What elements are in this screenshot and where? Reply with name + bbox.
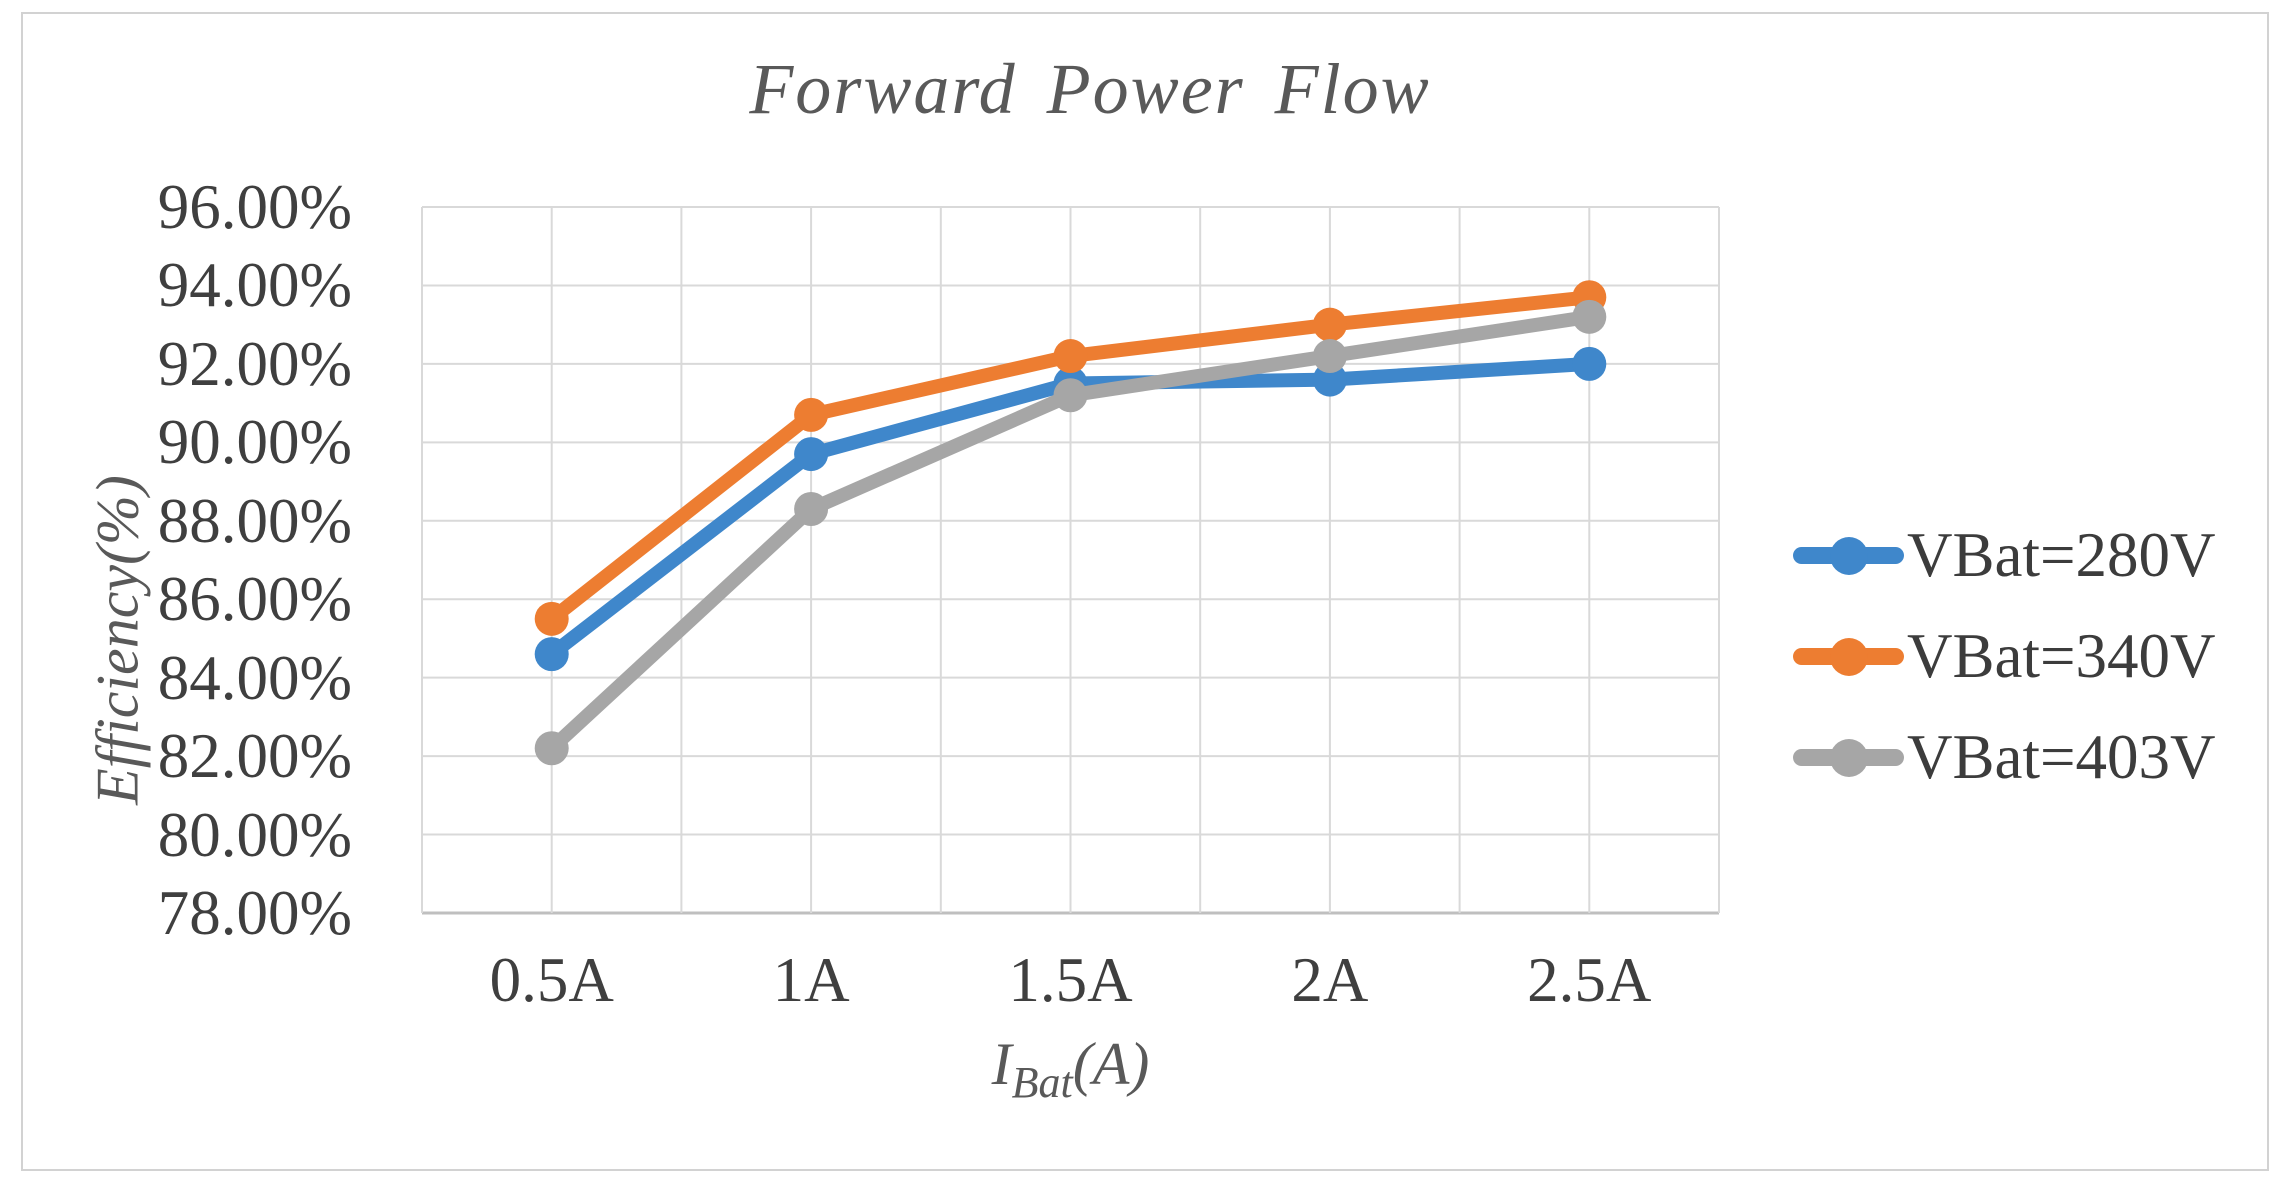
series-0-data-point-4[interactable] [1572, 346, 1607, 381]
legend-line-marker-icon [1793, 536, 1904, 575]
legend-label: VBat=403V [1907, 722, 2216, 792]
legend-line-marker-icon [1793, 637, 1904, 676]
legend-label: VBat=340V [1907, 621, 2216, 691]
legend-dot-marker-icon [1829, 738, 1868, 777]
legend-dot-marker-icon [1829, 536, 1868, 575]
y-tick-label: 88.00% [157, 485, 352, 556]
y-tick-label: 78.00% [157, 878, 352, 948]
series-2-data-point-2[interactable] [1053, 378, 1088, 413]
x-tick-label: 0.5A [489, 945, 614, 1015]
x-tick-label: 2A [1291, 945, 1369, 1015]
y-tick-label: 84.00% [157, 642, 352, 713]
y-tick-label: 96.00% [157, 172, 352, 242]
legend-entry-0[interactable]: VBat=280V [1793, 505, 2216, 606]
legend-entry-1[interactable]: VBat=340V [1793, 606, 2216, 707]
legend-dot-marker-icon [1829, 637, 1868, 676]
y-tick-label: 86.00% [157, 564, 352, 635]
x-axis-title: IBat(A) [0, 1030, 2141, 1105]
x-axis-title-base: I [991, 1031, 1012, 1097]
series-2-data-point-3[interactable] [1312, 339, 1347, 374]
legend-entry-2[interactable]: VBat=403V [1793, 707, 2216, 808]
y-tick-label: 80.00% [157, 799, 352, 870]
y-tick-label: 92.00% [157, 328, 352, 399]
legend-label: VBat=280V [1907, 520, 2216, 590]
y-tick-label: 82.00% [157, 721, 352, 792]
series-2-data-point-4[interactable] [1572, 299, 1607, 334]
series-0-data-point-3[interactable] [1312, 362, 1347, 397]
figure-border [21, 12, 2269, 1171]
y-tick-label: 94.00% [157, 250, 352, 321]
x-axis-title-unit: (A) [1072, 1031, 1150, 1097]
x-tick-label: 2.5A [1527, 945, 1652, 1015]
x-tick-label: 1A [772, 945, 850, 1015]
series-1-data-point-1[interactable] [794, 397, 829, 432]
series-1-data-point-0[interactable] [534, 601, 569, 636]
series-0-data-point-1[interactable] [794, 437, 829, 472]
series-1-data-point-2[interactable] [1053, 339, 1088, 374]
y-tick-label: 90.00% [157, 407, 352, 478]
x-axis-title-subscript: Bat [1011, 1058, 1073, 1107]
chart-title: Forward Power Flow [749, 49, 1431, 129]
x-tick-label: 1.5A [1008, 945, 1133, 1015]
series-0-data-point-0[interactable] [534, 637, 569, 672]
series-2-data-point-0[interactable] [534, 731, 569, 766]
legend: VBat=280V VBat=340V VBat=403V [1793, 505, 2216, 808]
series-2-data-point-1[interactable] [794, 492, 829, 527]
series-1-data-point-3[interactable] [1312, 307, 1347, 342]
legend-line-marker-icon [1793, 738, 1904, 777]
